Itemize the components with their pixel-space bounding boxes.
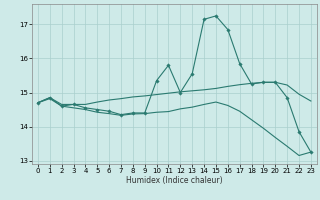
X-axis label: Humidex (Indice chaleur): Humidex (Indice chaleur): [126, 176, 223, 185]
